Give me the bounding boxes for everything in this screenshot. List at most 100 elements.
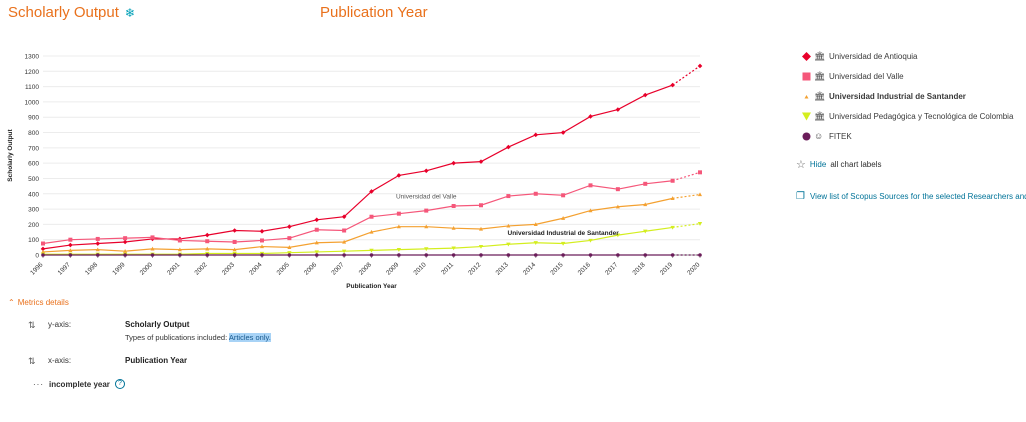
data-point xyxy=(341,214,347,220)
data-point xyxy=(314,217,320,223)
legend-item-valle[interactable]: 🏛 Universidad del Valle xyxy=(800,66,1013,86)
institution-icon: 🏛 xyxy=(814,110,826,121)
series-line-incomplete xyxy=(672,193,701,199)
data-point xyxy=(506,253,511,257)
data-point xyxy=(205,239,210,244)
data-point xyxy=(506,194,511,199)
hide-labels-link[interactable]: Hide xyxy=(809,160,827,169)
data-point xyxy=(588,208,593,213)
data-point xyxy=(643,229,648,234)
data-point xyxy=(698,253,702,257)
data-point xyxy=(314,253,319,257)
data-point xyxy=(369,189,374,194)
data-point xyxy=(232,239,237,244)
legend-item-antioquia[interactable]: 🏛 Universidad de Antioquia xyxy=(800,46,1013,66)
data-point xyxy=(314,240,319,245)
x-tick-label: 1997 xyxy=(57,261,72,276)
data-point xyxy=(178,253,182,257)
x-tick-label: 2007 xyxy=(330,261,345,276)
group-icon: ☺ xyxy=(814,131,824,141)
line-chart: 0 100 200 300 400 500 600 700 800 900 1000 1100 1200… xyxy=(7,54,703,290)
data-point xyxy=(533,253,538,257)
incomplete-year-legend: ··· incomplete year ? xyxy=(33,379,125,389)
institution-icon: 🏛 xyxy=(814,90,826,101)
view-sources-link[interactable]: ❐ View list of Scopus Sources for the se… xyxy=(796,191,1026,202)
x-tick-label: 2014 xyxy=(522,261,537,276)
data-point xyxy=(68,253,73,257)
data-point xyxy=(314,250,319,255)
data-point xyxy=(123,248,128,253)
legend-label: Universidad del Valle xyxy=(829,71,904,81)
x-tick-label: 2005 xyxy=(276,261,291,276)
chart-title: Scholarly Output ❄ xyxy=(8,4,135,21)
x-tick-label: 2017 xyxy=(604,261,619,276)
x-axis-title: Publication Year xyxy=(346,283,397,290)
data-point xyxy=(561,253,565,257)
data-point xyxy=(396,173,402,178)
chart-legend: 🏛 Universidad de Antioquia 🏛 Universidad… xyxy=(800,46,1013,146)
settings-icon[interactable]: ❄ xyxy=(124,5,135,20)
legend-marker-circle-icon xyxy=(800,132,812,141)
data-point xyxy=(670,82,675,88)
y-tick-label: 600 xyxy=(28,161,39,168)
data-point xyxy=(615,107,621,112)
data-point xyxy=(451,246,456,251)
data-point xyxy=(533,132,539,138)
data-point xyxy=(697,63,703,69)
legend-item-fitek[interactable]: ☺ FITEK xyxy=(800,126,1013,146)
data-point xyxy=(561,193,566,198)
data-point xyxy=(123,253,127,257)
sort-icon: ⇅ xyxy=(28,320,36,330)
series-line xyxy=(42,84,673,250)
data-point xyxy=(314,227,319,232)
legend-item-santander[interactable]: 🏛 Universidad Industrial de Santander xyxy=(800,86,1013,106)
data-point xyxy=(68,248,73,253)
data-point xyxy=(560,130,566,135)
x-tick-label: 2019 xyxy=(659,261,674,276)
data-point xyxy=(40,246,46,252)
data-point xyxy=(177,238,182,243)
x-tick-label: 2004 xyxy=(248,261,263,276)
data-point xyxy=(424,208,429,213)
data-point xyxy=(369,214,374,219)
data-point xyxy=(560,241,566,246)
data-point xyxy=(342,253,346,257)
data-point xyxy=(506,144,511,150)
data-point xyxy=(122,239,128,245)
legend-marker-triangle-down-icon xyxy=(800,112,812,121)
y-tick-label: 500 xyxy=(28,176,39,183)
data-point xyxy=(588,183,593,188)
x-axis-selector[interactable]: Publication Year xyxy=(320,4,428,21)
series-line-incomplete xyxy=(672,223,701,229)
series-line xyxy=(43,226,673,255)
data-point xyxy=(615,233,621,238)
y-tick-label: 200 xyxy=(28,222,39,229)
data-point xyxy=(424,253,429,257)
data-point xyxy=(205,246,210,251)
data-point xyxy=(41,249,45,254)
dotted-line-icon: ··· xyxy=(33,379,44,389)
series-line xyxy=(42,180,673,245)
x-tick-label: 1996 xyxy=(29,261,44,276)
publication-types-value: Articles only. xyxy=(228,333,271,342)
y-axis-value: Scholarly Output xyxy=(125,320,190,329)
series-line-incomplete xyxy=(672,171,701,182)
x-tick-label: 1999 xyxy=(111,261,126,276)
x-axis-value: Publication Year xyxy=(125,356,188,365)
x-tick-label: 2006 xyxy=(303,261,318,276)
data-point xyxy=(670,196,675,200)
data-point xyxy=(616,253,620,257)
chart-title-text: Scholarly Output xyxy=(8,4,119,21)
data-point xyxy=(68,242,73,248)
data-point xyxy=(287,253,292,257)
y-tick-label: 0 xyxy=(35,253,39,260)
data-point xyxy=(588,238,593,243)
help-icon[interactable]: ? xyxy=(114,379,125,389)
pin-icon: ☆ xyxy=(796,159,806,171)
hide-labels-suffix: all chart labels xyxy=(830,160,882,169)
document-icon: ❐ xyxy=(796,191,805,202)
data-point xyxy=(642,92,648,98)
metrics-details-toggle[interactable]: ⌃ Metrics details xyxy=(8,298,69,307)
x-tick-label: 2002 xyxy=(193,261,208,276)
legend-item-uptc[interactable]: 🏛 Universidad Pedagógica y Tecnológica d… xyxy=(800,106,1013,126)
